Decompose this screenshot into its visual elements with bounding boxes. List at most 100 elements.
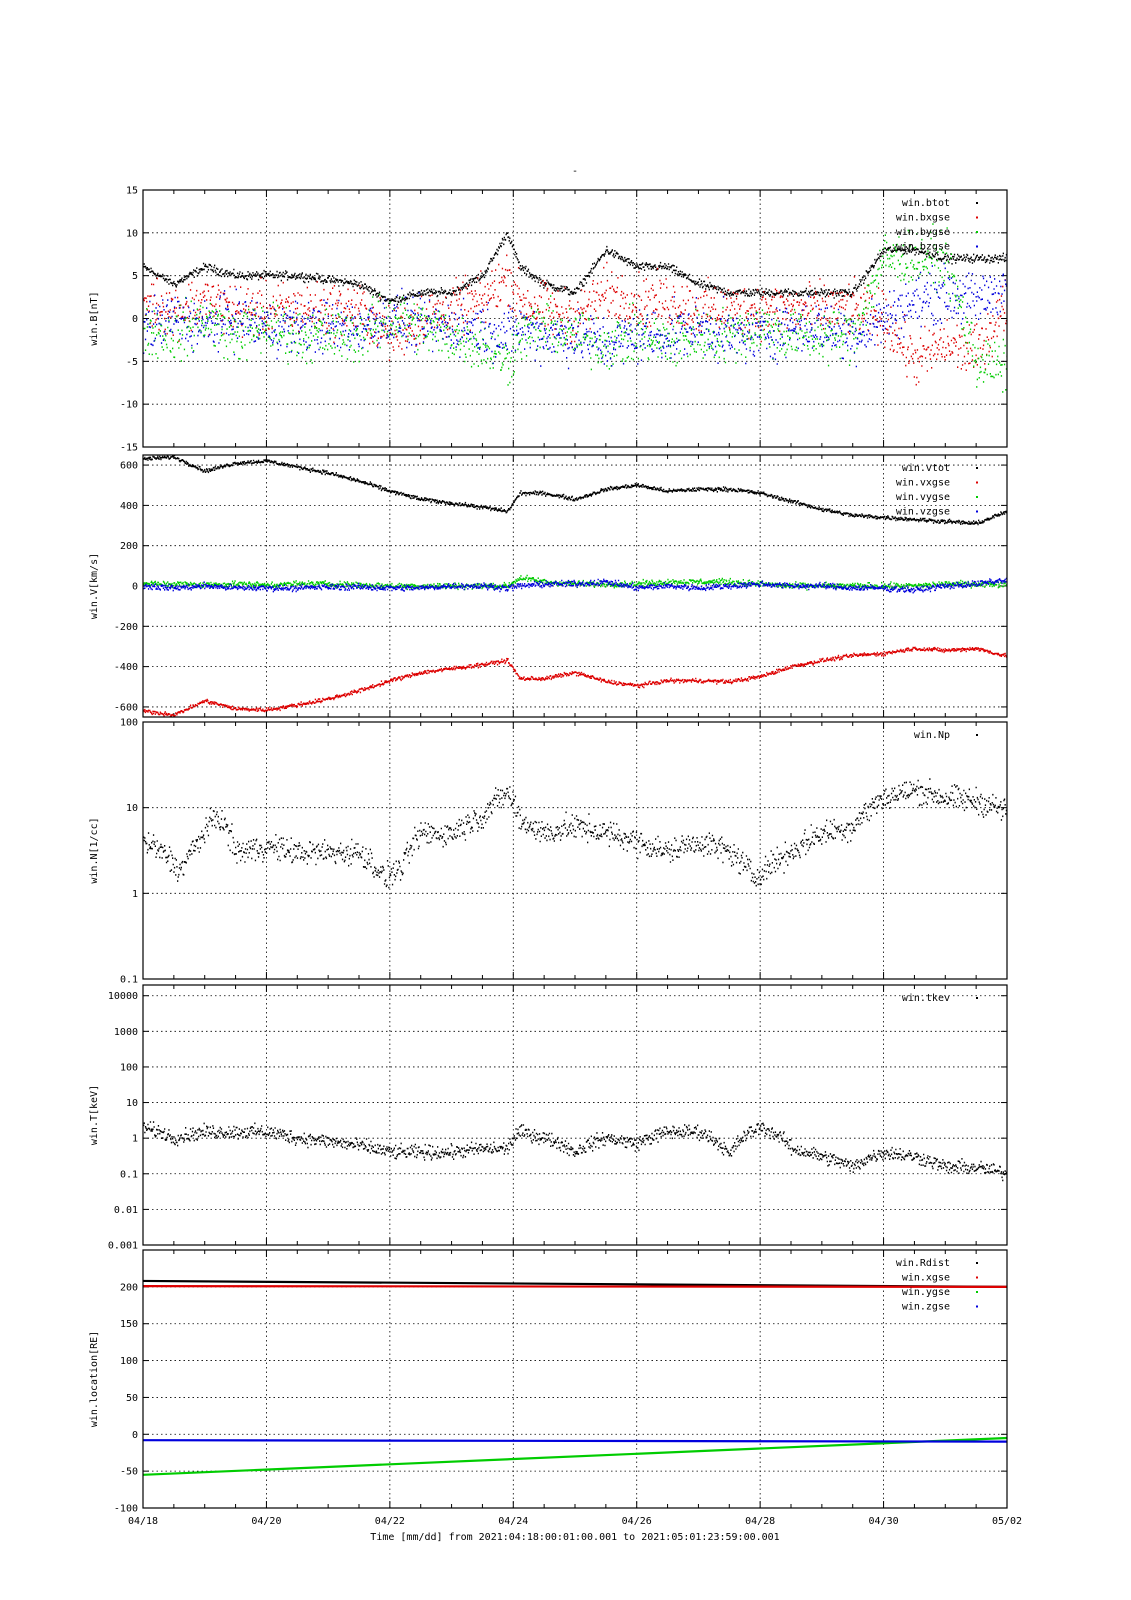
legend-entry: win.bxgse — [896, 213, 950, 224]
panel-frame — [142, 984, 1008, 1246]
y-tick-label: 1 — [132, 1134, 138, 1145]
legend-entry: win.bzgse — [896, 242, 950, 253]
y-axis-label: win.V[km/s] — [89, 553, 100, 619]
legend-entry: win.zgse — [902, 1302, 950, 1313]
data-area — [143, 778, 1007, 889]
y-tick-label: 100 — [120, 718, 138, 729]
x-tick-label: 04/22 — [375, 1516, 405, 1527]
legend-entry: win.vzgse — [896, 507, 950, 518]
legend-marker — [976, 467, 978, 469]
legend-entry: win.vygse — [896, 492, 950, 503]
x-tick-label: 04/26 — [622, 1516, 652, 1527]
y-tick-label: 0 — [132, 1430, 138, 1441]
legend-marker — [976, 734, 978, 736]
y-axis-label: win.B[nT] — [89, 291, 100, 345]
legend-marker — [976, 481, 978, 484]
y-tick-label: 150 — [120, 1319, 138, 1330]
y-tick-label: -5 — [126, 357, 138, 368]
x-tick-label: 04/20 — [251, 1516, 281, 1527]
legend-marker — [976, 510, 978, 513]
legend-marker — [976, 245, 978, 248]
legend-marker — [976, 1262, 978, 1264]
data-area — [143, 1121, 1007, 1182]
y-tick-label: 5 — [132, 271, 138, 282]
x-axis-label: Time [mm/dd] from 2021:04:18:00:01:00.00… — [370, 1532, 779, 1543]
panel-3: 100 10 1 0.1 win.N[1/cc] win.Np — [89, 718, 1008, 986]
legend-entry: win.ygse — [902, 1287, 950, 1298]
y-tick-label: 0.1 — [120, 1169, 138, 1180]
y-tick-label: 0 — [132, 314, 138, 325]
legend-marker — [976, 997, 978, 999]
series-points-win-bzgse — [143, 255, 1007, 370]
legend-marker — [976, 496, 978, 498]
panel-5: 200 150 100 50 0 -50 -100 win.location[RE] win.R… — [89, 1249, 1008, 1515]
x-tick-label: 04/30 — [869, 1516, 899, 1527]
y-tick-label: 100 — [120, 1062, 138, 1073]
panel-4: 10000 1000 100 10 1 0.1 0.01 0.001 win.T[keV] win… — [89, 984, 1008, 1252]
y-tick-label: 10 — [126, 228, 138, 239]
y-tick-label: 0.1 — [120, 975, 138, 986]
y-tick-label: -200 — [114, 622, 138, 633]
series-points-win-bygse — [143, 223, 1007, 393]
x-tick-label: 04/18 — [128, 1516, 158, 1527]
panel-frame — [142, 721, 1008, 980]
y-tick-label: 0.01 — [114, 1205, 138, 1216]
y-tick-label: 200 — [120, 1282, 138, 1293]
y-axis-label: win.N[1/cc] — [89, 817, 100, 883]
legend-marker — [976, 1291, 978, 1293]
series-points-win-Np — [143, 778, 1007, 889]
panel-frame — [142, 454, 1008, 718]
x-tick-label: 05/02 — [992, 1516, 1022, 1527]
y-tick-label: 10 — [126, 1098, 138, 1109]
y-tick-label: 200 — [120, 541, 138, 552]
panel-1: 15 10 5 0 -5 -10 -15 win.B[nT] win.btot win.bxgse… — [89, 186, 1008, 454]
y-tick-label: 0 — [132, 582, 138, 593]
panels: 151050-5-10-15win.B[nT]win.btotwin.bxgse… — [89, 186, 1008, 1515]
y-axis-label: win.T[keV] — [89, 1085, 100, 1145]
y-tick-label: 10000 — [108, 991, 138, 1002]
series-line-win-xgse — [143, 1285, 1007, 1288]
series-points-win-vxgse — [143, 646, 1007, 717]
y-tick-label: 400 — [120, 501, 138, 512]
y-tick-label: 1000 — [114, 1027, 138, 1038]
y-tick-label: -600 — [114, 702, 138, 713]
figure-title: - — [572, 166, 578, 177]
series-line-win-ygse — [143, 1436, 1007, 1476]
legend-entry: win.Rdist — [896, 1258, 950, 1269]
y-tick-label: -100 — [114, 1504, 138, 1515]
y-tick-label: 15 — [126, 186, 138, 197]
y-tick-label: -10 — [120, 400, 138, 411]
legend-marker — [976, 231, 978, 233]
data-area — [143, 455, 1007, 717]
x-tick-label: 04/24 — [498, 1516, 528, 1527]
legend-entry: win.tkev — [902, 993, 950, 1004]
legend-entry: win.bygse — [896, 227, 950, 238]
y-tick-label: 10 — [126, 803, 138, 814]
y-tick-label: 1 — [132, 889, 138, 900]
panel-frame — [142, 1249, 1008, 1509]
legend-entry: win.vxgse — [896, 478, 950, 489]
y-tick-label: 0.001 — [108, 1241, 138, 1252]
y-tick-label: 50 — [126, 1393, 138, 1404]
y-tick-label: 600 — [120, 461, 138, 472]
series-points-win-vtot — [143, 455, 1007, 526]
y-tick-label: -15 — [120, 443, 138, 454]
panel-2: 600 400 200 0 -200 -400 -600 win.V[km/s] win.vto… — [89, 454, 1008, 718]
y-axis-label: win.location[RE] — [89, 1331, 100, 1427]
data-area — [143, 223, 1007, 393]
y-tick-label: -50 — [120, 1467, 138, 1478]
legend-entry: win.vtot — [902, 463, 950, 474]
x-tick-label: 04/28 — [745, 1516, 775, 1527]
panel-frame — [142, 189, 1008, 448]
series-points-win-tkev — [143, 1121, 1007, 1182]
legend-marker — [976, 216, 978, 219]
legend-entry: win.Np — [914, 730, 950, 741]
legend-entry: win.xgse — [902, 1273, 950, 1284]
y-tick-label: -400 — [114, 662, 138, 673]
y-tick-label: 100 — [120, 1356, 138, 1367]
legend-marker — [976, 1305, 978, 1308]
legend-marker — [976, 1276, 978, 1279]
series-line-win-zgse — [143, 1439, 1007, 1443]
x-tick-labels: 04/18 04/20 04/22 04/24 04/26 04/28 04/30 05/02 — [128, 1516, 1022, 1527]
